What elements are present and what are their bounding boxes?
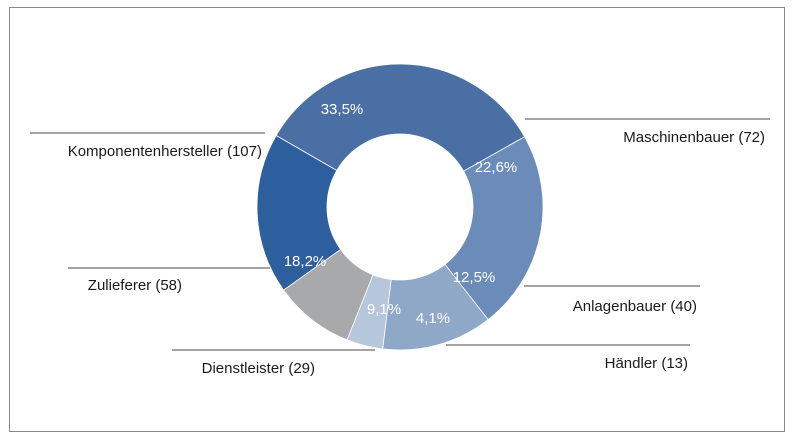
slice-category-label: Dienstleister (29): [202, 360, 315, 377]
slice-category-label: Maschinenbauer (72): [623, 129, 765, 146]
slice-category-label: Anlagenbauer (40): [573, 298, 697, 315]
slice-category-label: Komponentenhersteller (107): [68, 143, 262, 160]
slice-category-label: Händler (13): [605, 355, 688, 372]
donut-slice: [256, 134, 342, 291]
slice-percent-label: 22,6%: [475, 159, 518, 176]
slice-percent-label: 33,5%: [321, 101, 364, 118]
slice-percent-label: 4,1%: [416, 310, 450, 327]
donut-slice: [444, 136, 544, 321]
donut-slice: [275, 63, 526, 172]
slice-percent-label: 12,5%: [453, 269, 496, 286]
slice-percent-label: 9,1%: [367, 301, 401, 318]
slice-percent-label: 18,2%: [284, 253, 327, 270]
slice-category-label: Zulieferer (58): [88, 277, 182, 294]
